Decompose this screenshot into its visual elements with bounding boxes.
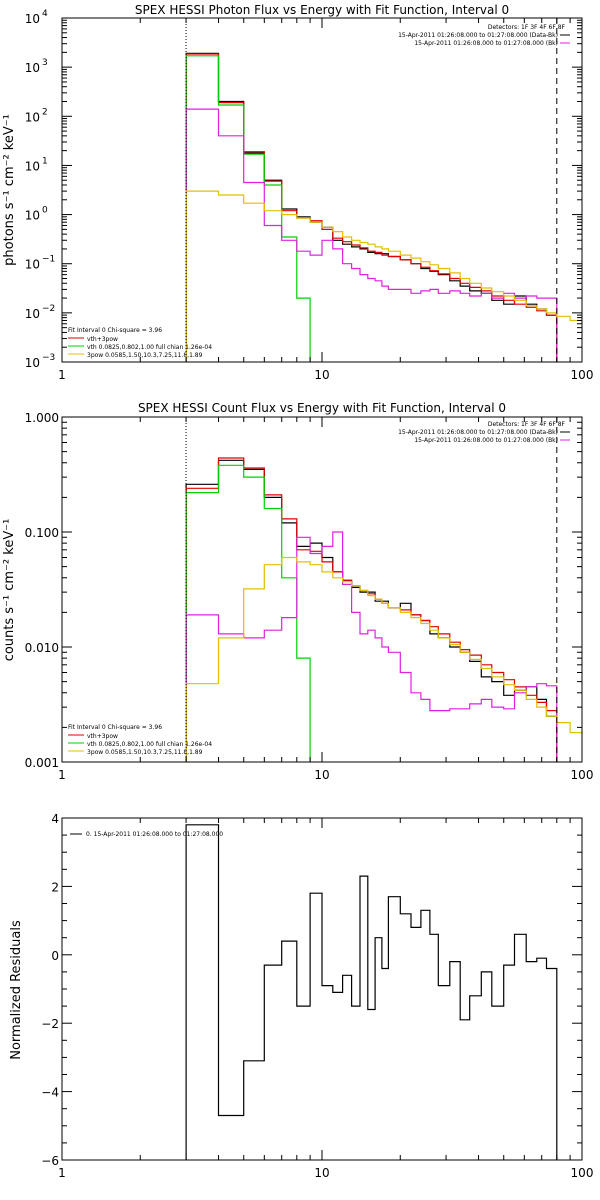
photon-ytick-exponent: 4 xyxy=(42,9,48,19)
count-panel-title: SPEX HESSI Count Flux vs Energy with Fit… xyxy=(138,401,506,415)
residuals-ytick-label: 0 xyxy=(51,949,59,963)
count-legend-vth: vth 0.0825,0.802,1.00 full chian 1.26e-0… xyxy=(87,741,212,748)
count-legend-3pow: 3pow 0.0585,1.50,10.3,7.25,11.8,1.89 xyxy=(87,749,203,756)
photon-xtick-label: 10 xyxy=(314,368,329,382)
count-legend-bk: 15-Apr-2011 01:26:08.000 to 01:27:08.000… xyxy=(414,437,558,444)
count-series-2 xyxy=(185,464,311,762)
residuals-series-group xyxy=(185,824,558,1160)
count-xtick-label: 100 xyxy=(571,768,594,782)
photon-panel-title: SPEX HESSI Photon Flux vs Energy with Fi… xyxy=(135,3,509,17)
photon-ytick-exponent: 2 xyxy=(42,107,48,117)
photon-xtick-label: 100 xyxy=(571,368,594,382)
photon-legend-3pow: 3pow 0.0585,1.50,10.3,7.25,11.8,1.89 xyxy=(87,352,203,359)
photon-ytick-label: 10 xyxy=(25,159,40,173)
photon-series-0 xyxy=(185,52,558,362)
photon-ytick-label: 10 xyxy=(25,356,40,370)
photon-legend-data-bk: 15-Apr-2011 01:26:08.000 to 01:27:08.000… xyxy=(398,32,558,39)
residuals-xtick-label: 100 xyxy=(571,1166,594,1180)
photon-ytick-exponent: −2 xyxy=(42,304,55,314)
count-series-1 xyxy=(185,457,558,762)
photon-ytick-exponent: 3 xyxy=(42,58,48,68)
count-plot-frame xyxy=(61,416,583,763)
count-y-axis-label: counts s⁻¹ cm⁻² keV⁻¹ xyxy=(2,519,17,662)
count-legend-top: Detectors: 1F 3F 4F 6F 8F 15-Apr-2011 01… xyxy=(398,421,570,444)
count-flux-panel: SPEX HESSI Count Flux vs Energy with Fit… xyxy=(2,401,593,782)
photon-legend-total: vth+3pow xyxy=(87,336,118,343)
residuals-legend: 0. 15-Apr-2011 01:26:08.000 to 01:27:08.… xyxy=(86,831,223,838)
residuals-xtick-label: 1 xyxy=(58,1166,66,1180)
photon-series-group xyxy=(185,52,582,362)
photon-ytick-exponent: 0 xyxy=(42,206,48,216)
count-legend-fit: Fit Interval 0 Chi-square = 3.96 xyxy=(68,724,162,731)
count-ytick-label: 0.001 xyxy=(25,756,59,770)
count-legend-total: vth+3pow xyxy=(87,733,118,740)
photon-plot-frame xyxy=(61,17,583,363)
photon-series-1 xyxy=(185,53,558,362)
count-series-3 xyxy=(185,531,558,762)
photon-ytick-label: 10 xyxy=(25,12,40,26)
residuals-ytick-label: −2 xyxy=(41,1017,59,1031)
photon-flux-panel: SPEX HESSI Photon Flux vs Energy with Fi… xyxy=(2,3,593,382)
photon-ytick-exponent: 1 xyxy=(42,156,48,166)
residuals-ytick-label: 2 xyxy=(51,880,59,894)
residuals-xtick-label: 10 xyxy=(314,1166,329,1180)
photon-series-4 xyxy=(185,190,582,362)
residuals-ytick-label: −4 xyxy=(41,1086,59,1100)
count-series-group xyxy=(185,457,582,762)
residuals-y-axis-label: Normalized Residuals xyxy=(9,920,24,1060)
residuals-ytick-label: −6 xyxy=(41,1154,59,1168)
count-ytick-label: 0.100 xyxy=(25,526,59,540)
count-legend-data-bk: 15-Apr-2011 01:26:08.000 to 01:27:08.000… xyxy=(398,429,558,436)
photon-ytick-label: 10 xyxy=(25,258,40,272)
photon-ytick-exponent: −3 xyxy=(42,353,55,363)
residuals-panel: Normalized Residuals 0. 15-Apr-2011 01:2… xyxy=(9,812,593,1180)
residuals-series-0 xyxy=(185,824,558,1160)
photon-legend-top: Detectors: 1F 3F 4F 6F 8F 15-Apr-2011 01… xyxy=(398,24,570,47)
photon-legend-bk: 15-Apr-2011 01:26:08.000 to 01:27:08.000… xyxy=(414,40,558,47)
count-xtick-label: 1 xyxy=(58,768,66,782)
photon-ytick-label: 10 xyxy=(25,209,40,223)
photon-ytick-label: 10 xyxy=(25,307,40,321)
count-series-0 xyxy=(185,459,558,762)
count-legend-bottom: Fit Interval 0 Chi-square = 3.96 vth+3po… xyxy=(68,724,212,756)
photon-legend-bottom: Fit Interval 0 Chi-square = 3.96 vth+3po… xyxy=(68,327,212,359)
count-legend-detectors: Detectors: 1F 3F 4F 6F 8F xyxy=(488,421,566,428)
count-ytick-label: 0.010 xyxy=(25,641,59,655)
photon-xtick-label: 1 xyxy=(58,368,66,382)
photon-legend-fit: Fit Interval 0 Chi-square = 3.96 xyxy=(68,327,162,334)
residuals-ytick-label: 4 xyxy=(51,812,59,826)
count-xtick-label: 10 xyxy=(314,768,329,782)
count-ytick-label: 1.000 xyxy=(25,411,59,425)
photon-ytick-label: 10 xyxy=(25,110,40,124)
photon-ytick-label: 10 xyxy=(25,61,40,75)
photon-series-2 xyxy=(185,55,311,362)
photon-y-axis-label: photons s⁻¹ cm⁻² keV⁻¹ xyxy=(2,114,17,266)
photon-legend-detectors: Detectors: 1F 3F 4F 6F 8F xyxy=(488,24,566,31)
photon-legend-vth: vth 0.0825,0.802,1.00 full chian 1.26e-0… xyxy=(87,344,212,351)
count-series-4 xyxy=(185,556,582,762)
photon-series-3 xyxy=(185,108,558,362)
photon-ytick-exponent: −1 xyxy=(42,255,55,265)
